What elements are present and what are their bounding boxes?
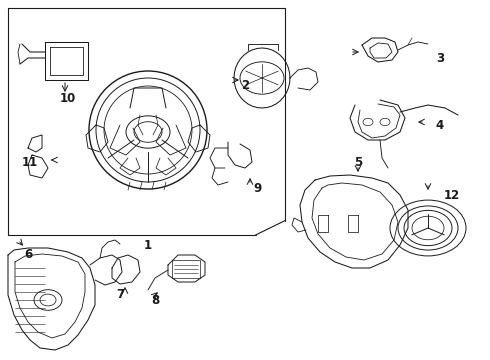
Text: 7: 7	[116, 288, 124, 302]
Text: 3: 3	[436, 51, 444, 64]
Text: 12: 12	[444, 189, 460, 202]
Text: 5: 5	[354, 156, 362, 168]
Text: 9: 9	[254, 181, 262, 194]
Text: 2: 2	[241, 78, 249, 91]
Text: 10: 10	[60, 91, 76, 104]
Text: 4: 4	[436, 118, 444, 131]
Text: 11: 11	[22, 156, 38, 168]
Text: 6: 6	[24, 248, 32, 261]
Text: 1: 1	[144, 239, 152, 252]
Text: 8: 8	[151, 293, 159, 306]
